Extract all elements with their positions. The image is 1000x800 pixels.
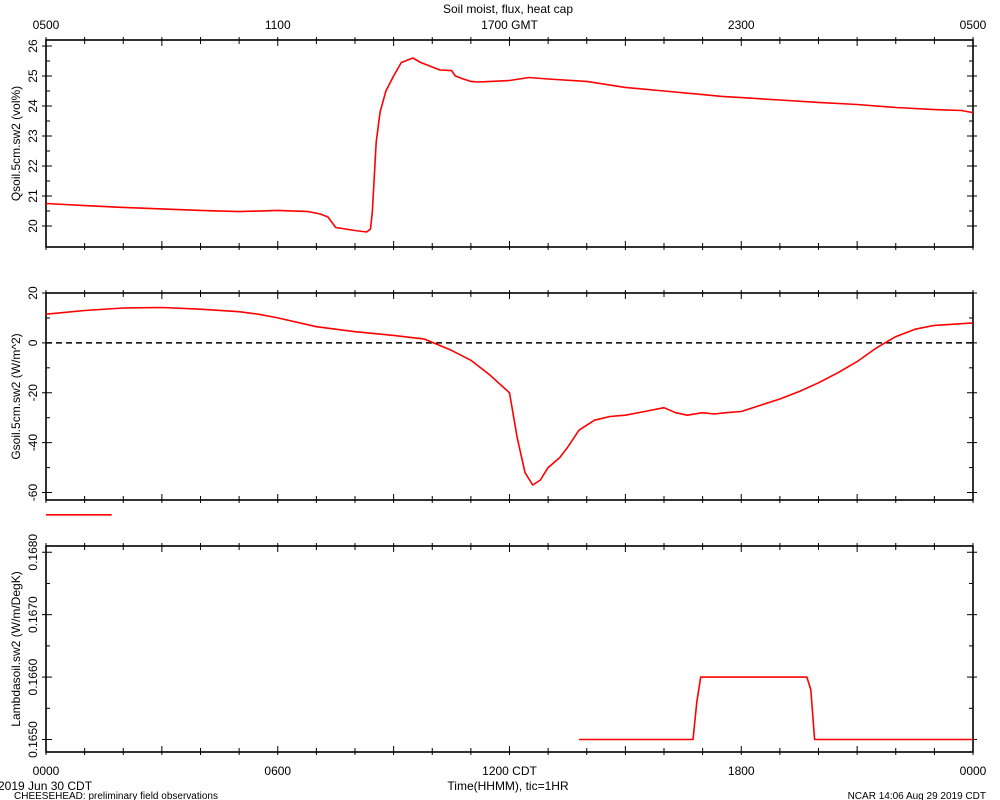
series-line-conductivity: [579, 676, 973, 741]
footer-credit: NCAR 14:06 Aug 29 2019 CDT: [848, 791, 986, 800]
y-axis-title: Gsoil.5cm.sw2 (W/m^2): [9, 333, 23, 459]
y-tick-label: -40: [26, 434, 40, 452]
y-tick-label: 0.1680: [26, 534, 40, 571]
panel-frame-conductivity: [45, 545, 974, 753]
footer-project: CHEESEHEAD: preliminary field observatio…: [14, 791, 218, 800]
top-time-axis: 0500 1100 1700 GMT 2300 0500: [33, 18, 987, 32]
y-tick-label: 0.1660: [26, 658, 40, 695]
top-axis-tick-label: 0500: [33, 18, 60, 32]
y-tick-label: 0.1670: [26, 596, 40, 633]
chart-title: Soil moist, flux, heat cap: [443, 2, 573, 16]
y-tick-label: 22: [26, 159, 40, 173]
y-tick-label: -60: [26, 484, 40, 502]
bottom-axis-tick-label: 1800: [728, 764, 755, 778]
series-line-moisture: [45, 57, 974, 233]
bottom-axis-tick-label: 0600: [264, 764, 291, 778]
x-axis-label: Time(HHMM), tic=1HR: [447, 779, 569, 793]
y-axis-title: Qsoil.5cm.sw2 (vol%): [9, 86, 23, 201]
y-tick-label: 23: [26, 129, 40, 143]
y-tick-label: 24: [26, 99, 40, 113]
top-axis-tick-label: 2300: [728, 18, 755, 32]
bottom-time-axis: 0000 0600 1200 CDT 1800 0000: [33, 764, 987, 778]
bottom-axis-tick-label: 0000: [960, 764, 987, 778]
panel-frame-moisture: [45, 39, 974, 248]
top-axis-tick-label: 1700 GMT: [481, 18, 538, 32]
y-axis-title: Lambdasoil.sw2 (W/m/DegK): [9, 571, 23, 726]
y-tick-label: -20: [26, 384, 40, 402]
y-tick-label: 20: [26, 219, 40, 233]
panel-soil-moisture: 20 21 22 23 24 25 26 Qsoil.5cm.sw2 (vol%): [9, 37, 977, 250]
footer-date: 2019 Jun 30 CDT: [0, 779, 93, 793]
top-axis-tick-label: 0500: [960, 18, 987, 32]
bottom-axis-tick-label: 1200 CDT: [482, 764, 537, 778]
panel-soil-heat-flux: 20 0 -20 -40 -60 Gsoil.5cm.sw2 (W/m^2): [9, 286, 977, 503]
y-tick-label: 0: [26, 339, 40, 346]
y-tick-label: 26: [26, 39, 40, 53]
series-line-flux: [45, 306, 974, 486]
y-tick-label: 25: [26, 69, 40, 83]
top-axis-tick-label: 1100: [265, 18, 291, 32]
bottom-axis-tick-label: 0000: [33, 764, 60, 778]
y-tick-label: 0.1650: [26, 721, 40, 758]
y-tick-label: 21: [26, 189, 40, 203]
y-tick-label: 20: [26, 286, 40, 300]
